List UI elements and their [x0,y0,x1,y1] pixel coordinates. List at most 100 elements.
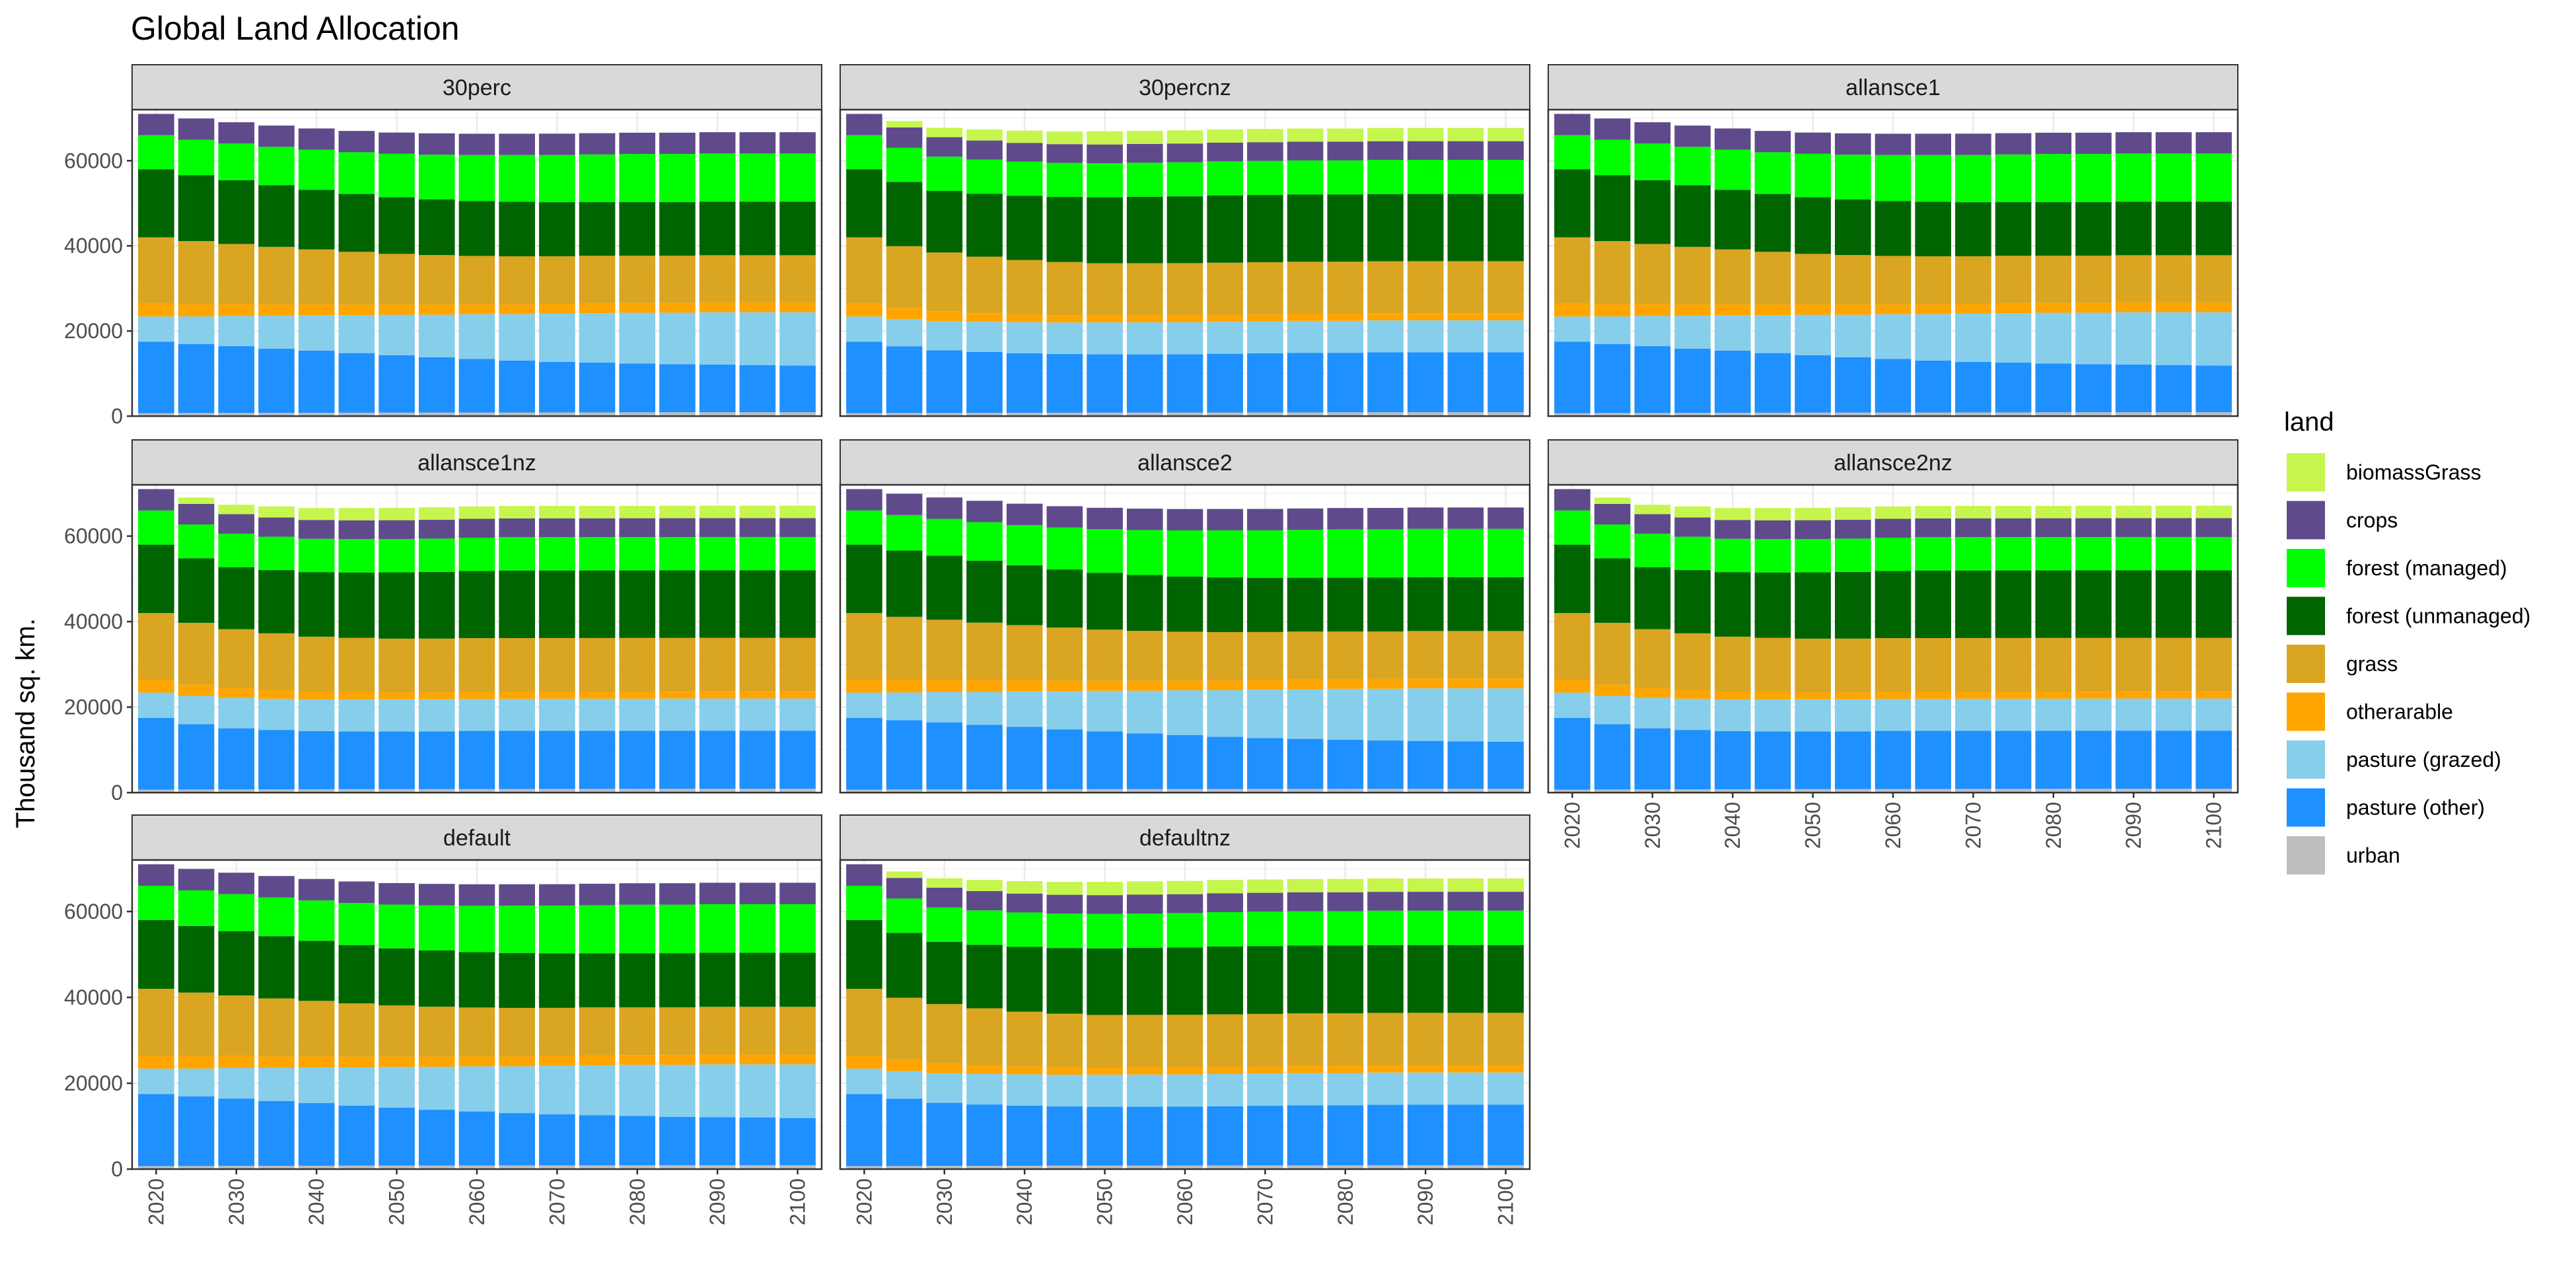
bar-segment-pasture-other [1006,727,1043,789]
bar-segment-urban [1714,412,1751,416]
bar-segment-pasture-other [1407,352,1444,413]
bar-segment-forest-unmanaged [1554,169,1591,238]
bar-segment-pasture-other [1955,731,1991,789]
bar-segment-crops [1834,519,1871,539]
y-tick-label: 40000 [64,610,123,633]
bar-segment-forest-managed [1554,510,1591,545]
legend-swatch [2287,501,2325,540]
bar-segment-forest-managed [1126,162,1163,197]
bar-segment-forest-managed [966,910,1003,945]
bar-segment-pasture-grazed [1634,698,1671,729]
bar-segment-forest-unmanaged [1207,946,1244,1015]
bar-segment-grass [1126,1015,1163,1068]
bar-segment-biomassgrass [1046,882,1083,895]
bar-segment-pasture-grazed [2075,312,2112,365]
bar-segment-forest-managed [1327,529,1364,578]
bar-segment-grass [178,241,215,304]
bar-segment-grass [458,1007,495,1057]
bar-segment-forest-managed [1166,913,1203,948]
x-tick-label: 2060 [1173,1178,1197,1225]
bar-segment-grass [1207,1014,1244,1067]
bar-segment-biomassgrass [458,506,495,519]
bar-segment-urban [619,789,656,793]
bar-segment-urban [539,1165,575,1169]
bar-segment-urban [1287,1165,1324,1169]
bar-segment-forest-managed [138,886,174,920]
bar-segment-forest-unmanaged [1166,947,1203,1015]
bar-segment-pasture-grazed [1087,690,1123,732]
bar-segment-grass [1407,631,1444,679]
bar-segment-biomassgrass [1087,131,1123,145]
bar-segment-pasture-other [1327,1105,1364,1166]
bar-segment-urban [1795,789,1831,793]
bar-segment-grass [338,637,375,692]
bar-segment-forest-managed [1915,155,1952,202]
bar-segment-forest-unmanaged [2075,201,2112,256]
bar-segment-biomassgrass [1287,128,1324,142]
bar-segment-urban [1327,789,1364,793]
bar-segment-otherarable [1955,692,1991,699]
bar-segment-otherarable [539,1055,575,1066]
bar-segment-biomassgrass [378,507,415,520]
panel-30perc: 30perc 0 20000 40000 60000 [64,64,823,428]
bar-segment-forest-managed [218,894,255,931]
bar-segment-otherarable [739,1054,776,1065]
bar-segment-forest-unmanaged [1634,567,1671,629]
bar-segment-biomassgrass [1327,128,1364,142]
bar-segment-forest-managed [298,900,335,941]
bar-segment-crops [1714,128,1751,150]
bar-segment-forest-unmanaged [258,936,295,999]
bar-segment-pasture-grazed [699,698,736,731]
bar-segment-urban [1674,789,1711,793]
bar-segment-grass [338,252,375,305]
bar-segment-pasture-grazed [218,698,255,729]
bar-segment-grass [699,637,736,692]
bar-segment-forest-managed [2196,536,2232,571]
bar-segment-crops [739,518,776,537]
bar-segment-otherarable [619,1055,656,1065]
bar-segment-forest-managed [458,906,495,952]
bar-segment-forest-unmanaged [1674,185,1711,247]
bar-segment-pasture-other [2035,731,2072,789]
bar-segment-otherarable [846,1055,882,1069]
bar-segment-pasture-grazed [966,1073,1003,1105]
bar-segment-urban [966,413,1003,416]
bar-segment-forest-unmanaged [886,550,923,617]
bar-segment-crops [1915,518,1952,538]
bar-segment-otherarable [138,1055,174,1069]
bar-segment-pasture-other [699,731,736,789]
bar-segment-urban [1126,789,1163,793]
bar-segment-otherarable [2196,302,2232,312]
bar-segment-pasture-other [1995,731,2032,789]
bar-segment-crops [418,519,455,539]
bar-segment-forest-managed [1367,529,1404,578]
bar-segment-otherarable [1247,1066,1283,1074]
bar-segment-grass [1247,631,1283,680]
bar-segment-otherarable [1407,313,1444,320]
bar-segment-crops [1126,144,1163,163]
bar-segment-pasture-other [659,1116,696,1166]
bar-segment-crops [1247,892,1283,912]
bar-segment-crops [178,503,215,525]
bar-segment-otherarable [1287,679,1324,690]
bar-segment-forest-unmanaged [779,952,816,1007]
bar-segment-urban [258,789,295,793]
bar-segment-forest-managed [1447,910,1484,945]
bar-segment-urban [1287,412,1324,416]
bar-segment-forest-unmanaged [966,945,1003,1009]
bar-segment-otherarable [1875,304,1912,314]
bar-segment-crops [1166,143,1203,162]
bar-segment-pasture-grazed [579,313,616,363]
bar-segment-biomassgrass [2155,505,2192,519]
bar-segment-pasture-grazed [338,699,375,732]
bar-segment-forest-unmanaged [1087,948,1123,1015]
bar-segment-pasture-grazed [1674,698,1711,731]
bar-segment-grass [1046,627,1083,681]
bar-segment-forest-unmanaged [499,570,536,639]
bar-segment-forest-unmanaged [2075,570,2112,638]
bar-segment-forest-managed [458,537,495,571]
legend-item-grass: grass [2287,645,2398,683]
bar-segment-otherarable [2075,303,2112,313]
bar-segment-grass [1915,256,1952,304]
bar-segment-forest-managed [2155,536,2192,571]
